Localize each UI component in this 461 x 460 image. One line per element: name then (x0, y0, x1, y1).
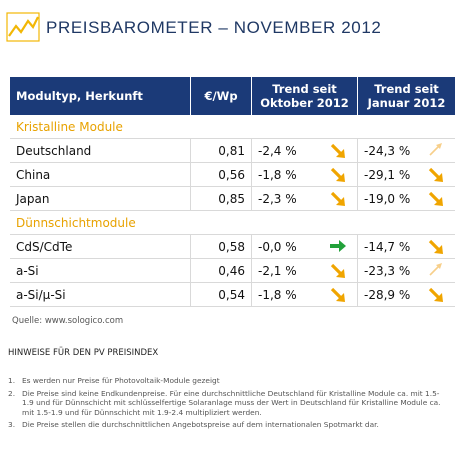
trend-wrap: -1,8 % (258, 166, 351, 184)
price: 0,54 (190, 282, 252, 307)
trend-cell: -29,1 % (357, 162, 455, 187)
trend-value: -19,0 % (364, 191, 411, 206)
trend-wrap: -2,3 % (258, 190, 351, 208)
trend-arrow (330, 142, 347, 160)
table-row: Japan 0,85 -2,3 % -19,0 % (10, 186, 455, 211)
notes: 1. Es werden nur Preise für Photovoltaik-… (8, 376, 448, 433)
table-row: China 0,56 -1,8 % -29,1 % (10, 162, 455, 187)
trend-arrow (428, 238, 445, 256)
trend-wrap: -28,9 % (364, 286, 449, 304)
source: Quelle: www.sologico.com (12, 316, 124, 326)
trend-wrap: -1,8 % (258, 286, 351, 304)
price: 0,85 (190, 186, 252, 211)
trend-arrow (428, 166, 445, 184)
trend-wrap: -19,0 % (364, 190, 449, 208)
module-name: China (10, 162, 191, 187)
section-row: Dünnschichtmodule (10, 210, 455, 235)
trend-value: -0,0 % (258, 239, 297, 254)
trend-wrap: -14,7 % (364, 238, 449, 256)
trend-wrap: -0,0 % (258, 237, 351, 256)
trend-cell: -2,4 % (251, 138, 358, 163)
trend-cell: -19,0 % (357, 186, 455, 211)
trend-arrow (429, 141, 443, 156)
table-body: Kristalline Module Deutschland 0,81 -2,4 % -… (10, 115, 455, 307)
column-header: Trend seit Januar 2012 (357, 77, 455, 115)
trend-arrow (428, 286, 445, 304)
section-row: Kristalline Module (10, 115, 455, 139)
section-title: Dünnschichtmodule (10, 210, 455, 235)
trend-wrap: -2,4 % (258, 142, 351, 160)
note-text: Die Preise stellen die durchschnittliche… (22, 420, 379, 430)
note-item: 1. Es werden nur Preise für Photovoltaik-… (8, 376, 448, 386)
table-row: a-Si/µ-Si 0,54 -1,8 % -28,9 % (10, 282, 455, 307)
price: 0,81 (190, 138, 252, 163)
notes-title: HINWEISE FÜR DEN PV PREISINDEX (8, 348, 159, 358)
price: 0,58 (190, 234, 252, 259)
trend-wrap: -2,1 % (258, 262, 351, 280)
trend-value: -1,8 % (258, 167, 297, 182)
trend-cell: -1,8 % (251, 162, 358, 187)
table-row: a-Si 0,46 -2,1 % -23,3 % (10, 258, 455, 283)
column-header: Modultyp, Herkunft (10, 77, 191, 115)
trend-cell: -1,8 % (251, 282, 358, 307)
table-row: Deutschland 0,81 -2,4 % -24,3 % (10, 138, 455, 163)
trend-arrow (428, 190, 445, 208)
section-title: Kristalline Module (10, 115, 455, 139)
trend-arrow (330, 262, 347, 280)
module-name: CdS/CdTe (10, 234, 191, 259)
trend-arrow (429, 261, 443, 276)
table-row: CdS/CdTe 0,58 -0,0 % -14,7 % (10, 234, 455, 259)
note-number: 2. (8, 388, 16, 398)
trend-value: -29,1 % (364, 167, 411, 182)
note-item: 2. Die Preise sind keine Endkundenpreise.… (8, 389, 448, 418)
logo (6, 12, 40, 42)
trend-wrap: -29,1 % (364, 166, 449, 184)
module-name: a-Si/µ-Si (10, 282, 191, 307)
trend-value: -2,4 % (258, 143, 297, 158)
module-name: Deutschland (10, 138, 191, 163)
trend-cell: -2,3 % (251, 186, 358, 211)
column-header: €/Wp (190, 77, 252, 115)
trend-wrap: -24,3 % (364, 141, 449, 160)
module-name: Japan (10, 186, 191, 211)
trend-cell: -24,3 % (357, 138, 455, 163)
trend-cell: -14,7 % (357, 234, 455, 259)
trend-cell: -2,1 % (251, 258, 358, 283)
price: 0,46 (190, 258, 252, 283)
note-number: 3. (8, 420, 16, 430)
trend-value: -14,7 % (364, 239, 411, 254)
trend-value: -24,3 % (364, 143, 411, 158)
module-name: a-Si (10, 258, 191, 283)
trend-value: -1,8 % (258, 287, 297, 302)
note-item: 3. Die Preise stellen die durchschnittlic… (8, 420, 448, 430)
trend-arrow (330, 166, 347, 184)
trend-wrap: -23,3 % (364, 261, 449, 280)
note-number: 1. (8, 376, 16, 385)
trend-arrow (330, 190, 347, 208)
note-text: Es werden nur Preise für Photovoltaik-Mo… (22, 376, 220, 385)
trend-cell: -28,9 % (357, 282, 455, 307)
note-text: Die Preise sind keine Endkundenpreise. F… (22, 388, 441, 417)
header-row: Modultyp, Herkunft €/Wp Trend seit Oktobe… (10, 77, 455, 115)
trend-arrow (329, 237, 347, 254)
trend-arrow (330, 286, 347, 304)
page-title: PREISBAROMETER – NOVEMBER 2012 (46, 18, 382, 37)
trend-value: -2,3 % (258, 191, 297, 206)
price-table: Modultyp, Herkunft €/Wp Trend seit Oktobe… (10, 77, 455, 307)
column-header: Trend seit Oktober 2012 (251, 77, 358, 115)
trend-value: -2,1 % (258, 263, 297, 278)
trend-value: -28,9 % (364, 287, 411, 302)
trend-cell: -0,0 % (251, 234, 358, 259)
trend-cell: -23,3 % (357, 258, 455, 283)
trend-value: -23,3 % (364, 263, 411, 278)
price: 0,56 (190, 162, 252, 187)
